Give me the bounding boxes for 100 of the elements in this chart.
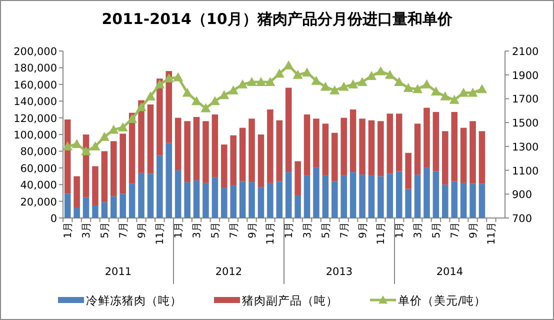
chart-title: 2011-2014（10月）猪肉产品分月份进口量和单价: [102, 10, 454, 28]
bar: [138, 100, 144, 173]
bar: [239, 128, 246, 182]
bar: [414, 174, 421, 218]
bar: [304, 175, 310, 218]
y2-tick-label: 1700: [512, 94, 539, 106]
bar: [101, 151, 108, 202]
bar: [92, 205, 98, 218]
x-tick-label: 11月: [155, 222, 166, 245]
point: [72, 139, 82, 148]
bar: [350, 109, 356, 172]
point: [173, 72, 184, 82]
point: [265, 77, 276, 86]
bar: [432, 112, 440, 172]
bar: [451, 112, 458, 182]
point: [246, 77, 257, 86]
bar: [359, 174, 366, 218]
bar: [110, 141, 117, 196]
y-tick-label: 40,000: [20, 180, 57, 192]
x-tick-label: 7月: [339, 222, 350, 238]
x-tick-label: 5月: [320, 222, 332, 238]
bar: [248, 182, 255, 218]
x-tick-label: 7月: [228, 222, 240, 238]
point: [302, 67, 312, 76]
x-tick-label: 7月: [450, 222, 461, 238]
bar: [396, 114, 402, 172]
bar: [101, 202, 108, 218]
x-tick-label: 9月: [358, 222, 369, 238]
bar: [276, 120, 283, 182]
bar: [92, 166, 98, 206]
legend-label: 冷鲜冻猪肉（吨）: [86, 294, 182, 308]
point: [422, 79, 432, 88]
point: [200, 103, 211, 112]
point: [154, 79, 165, 88]
point: [449, 94, 460, 104]
point: [238, 79, 248, 88]
text: 2014: [436, 266, 464, 278]
bar: [368, 175, 375, 218]
bar: [424, 108, 430, 168]
point: [81, 146, 92, 156]
bar: [322, 175, 329, 218]
y-tick-label: 140,000: [14, 96, 57, 108]
bar: [212, 114, 218, 178]
bar: [285, 88, 292, 172]
bar: [82, 197, 90, 218]
bar: [378, 121, 384, 176]
bar: [258, 134, 264, 188]
y2-tick-label: 700: [512, 213, 532, 225]
point: [376, 66, 386, 76]
x-tick-label: 3月: [413, 222, 424, 238]
bar: [248, 118, 255, 182]
bar: [294, 195, 301, 218]
bar: [147, 174, 154, 218]
bar: [368, 120, 375, 176]
point: [366, 71, 376, 80]
text: 2013: [326, 266, 353, 278]
x-tick-label: 5月: [431, 222, 442, 238]
y-tick-label: 120,000: [14, 112, 57, 125]
bar: [147, 104, 154, 174]
point: [412, 84, 423, 94]
bar: [332, 132, 338, 182]
bar: [221, 144, 228, 188]
text: 2012: [215, 266, 242, 278]
bar: [405, 152, 412, 189]
y-tick-label: 80,000: [20, 146, 57, 158]
bar: [405, 188, 412, 218]
bar: [230, 185, 236, 218]
point: [338, 82, 349, 91]
bar: [470, 184, 476, 218]
y2-tick-label: 1900: [512, 70, 539, 82]
y2-tick-label: 1500: [512, 118, 539, 130]
bar: [230, 135, 236, 186]
y-tick-label: 60,000: [20, 162, 57, 175]
x-tick-label: 3月: [302, 222, 314, 238]
legend-label: 猪肉副产品（吨）: [242, 294, 338, 308]
bar: [460, 128, 467, 183]
bar: [267, 109, 274, 183]
bar: [396, 171, 402, 218]
point: [430, 86, 441, 96]
point: [292, 70, 303, 79]
x-tick-label: 11月: [376, 222, 388, 245]
bar: [267, 182, 274, 218]
point: [182, 88, 192, 97]
x-tick-label: 9月: [136, 222, 148, 238]
bar: [332, 181, 338, 218]
y-tick-label: 200,000: [14, 46, 57, 58]
x-tick-label: 1月: [284, 222, 296, 238]
point: [468, 88, 478, 97]
point: [330, 85, 340, 94]
bar: [156, 155, 163, 218]
x-tick-label: 9月: [468, 222, 480, 238]
point: [394, 77, 404, 86]
bar: [340, 175, 347, 218]
point: [311, 76, 322, 85]
point: [274, 68, 284, 78]
x-tick-label: 5月: [100, 222, 111, 238]
point: [348, 79, 358, 88]
y-tick-label: 20,000: [20, 196, 57, 208]
bar: [221, 188, 228, 218]
bar: [478, 184, 486, 218]
